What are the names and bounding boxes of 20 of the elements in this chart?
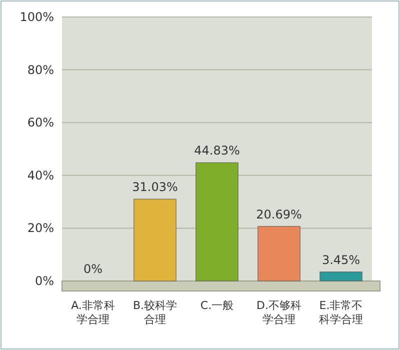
data-label: 20.69%: [256, 207, 302, 222]
y-tick-label: 0%: [34, 274, 54, 288]
y-tick-label: 100%: [20, 10, 54, 24]
x-tick-label: C.一般: [200, 299, 234, 312]
y-tick-label: 60%: [27, 116, 54, 130]
x-tick-label: B.较科学合理: [132, 299, 178, 326]
y-tick-label: 40%: [27, 168, 54, 182]
bar: [320, 272, 362, 282]
data-label: 0%: [83, 262, 103, 276]
x-tick-label: E.非常不科学合理: [319, 299, 363, 326]
data-label: 44.83%: [194, 144, 240, 158]
x-tick-label: A.非常科学合理: [71, 299, 115, 326]
data-label: 3.45%: [322, 252, 360, 267]
bar: [196, 162, 238, 282]
data-label: 31.03%: [132, 180, 178, 194]
bar: [134, 198, 176, 282]
bar: [258, 226, 300, 282]
x-tick-label: D.不够科学合理: [256, 299, 302, 326]
y-tick-label: 80%: [27, 62, 54, 77]
y-tick-label: 20%: [27, 221, 54, 236]
